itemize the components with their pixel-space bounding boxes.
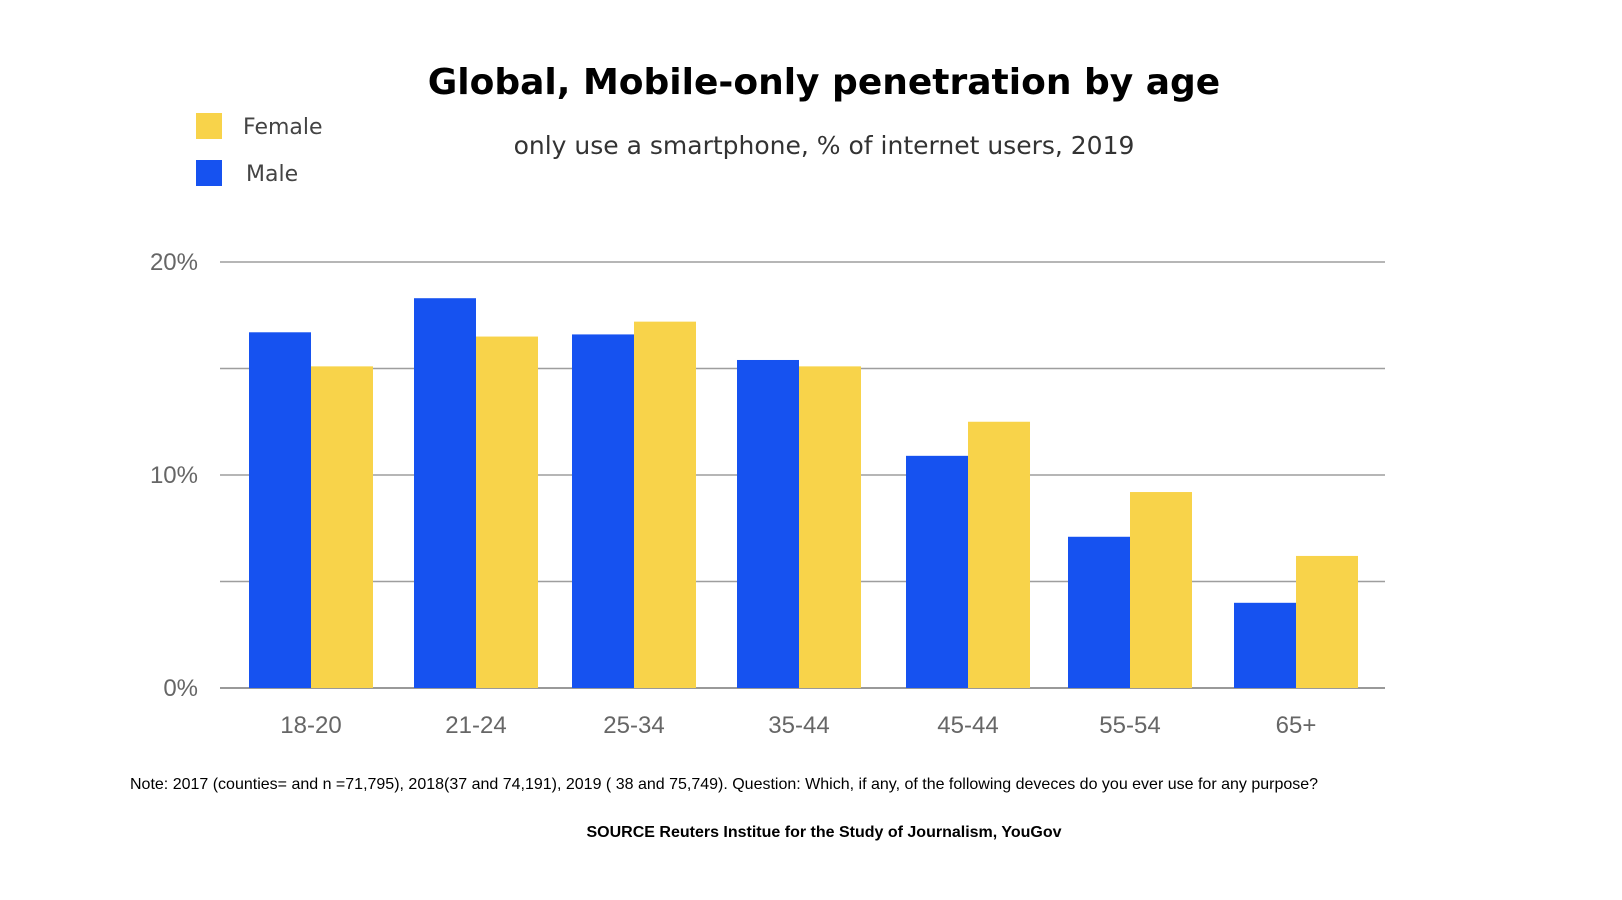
bar-female-25-34: [634, 321, 696, 688]
chart-subtitle: only use a smartphone, % of internet use…: [514, 131, 1135, 160]
y-tick-label: 20%: [150, 249, 198, 276]
legend-label-female: Female: [243, 115, 323, 140]
bar-male-65+: [1234, 602, 1296, 688]
y-axis-ticks: 0% 10% 20%: [150, 249, 198, 702]
x-tick-label: 18-20: [280, 712, 341, 739]
x-tick-label: 35-44: [768, 712, 829, 739]
bar-female-55-54: [1130, 492, 1192, 688]
chart-source: SOURCE Reuters Institue for the Study of…: [586, 824, 1061, 841]
bar-female-35-44: [799, 366, 861, 688]
x-axis-ticks: 18-20 21-24 25-34 35-44 45-44 55-54 65+: [280, 712, 1316, 739]
legend: Female Male: [196, 113, 323, 187]
y-tick-label: 0%: [163, 675, 198, 702]
x-tick-label: 55-54: [1099, 712, 1160, 739]
bar-male-21-24: [414, 298, 476, 688]
chart-title: Global, Mobile-only penetration by age: [428, 62, 1220, 103]
bar-female-21-24: [476, 336, 538, 688]
x-tick-label: 65+: [1276, 712, 1317, 739]
bar-female-65+: [1296, 555, 1358, 688]
legend-swatch-female: [196, 113, 222, 139]
bar-male-35-44: [737, 359, 799, 688]
bar-female-45-44: [968, 421, 1030, 688]
bar-female-18-20: [311, 366, 373, 688]
chart-note: Note: 2017 (counties= and n =71,795), 20…: [130, 776, 1318, 793]
legend-label-male: Male: [246, 162, 298, 187]
x-tick-label: 25-34: [603, 712, 664, 739]
bar-male-55-54: [1068, 536, 1130, 688]
bar-male-18-20: [249, 332, 311, 688]
y-tick-label: 10%: [150, 462, 198, 489]
bar-male-25-34: [572, 334, 634, 688]
bar-male-45-44: [906, 455, 968, 688]
x-tick-label: 45-44: [937, 712, 998, 739]
x-tick-label: 21-24: [445, 712, 506, 739]
bars: [249, 298, 1358, 688]
legend-swatch-male: [196, 160, 222, 186]
